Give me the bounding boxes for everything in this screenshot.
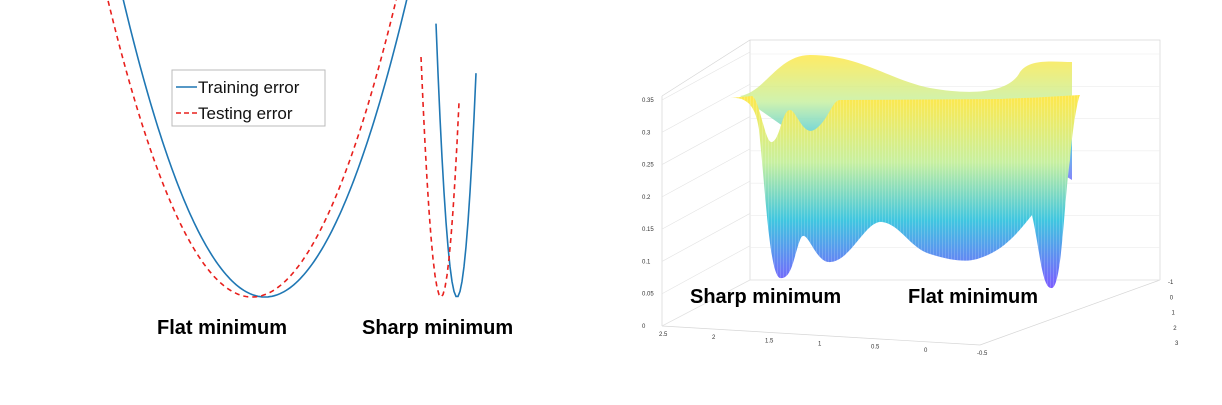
z-gridline — [661, 51, 751, 101]
loss-surface — [730, 55, 1080, 289]
training-error-flat-curve — [122, 0, 408, 298]
z-gridline — [661, 148, 751, 198]
z-tick-labels: 0 0.05 0.1 0.15 0.2 0.25 0.3 0.35 — [642, 98, 654, 330]
curves-group — [107, 0, 477, 299]
annotation-flat-minimum: Flat minimum — [157, 317, 287, 339]
y-tick-label: 2 — [1173, 326, 1177, 332]
legend-box — [171, 69, 326, 127]
legend: Training error Testing error — [171, 69, 326, 127]
z-gridline — [661, 279, 751, 327]
z-gridline — [661, 116, 751, 165]
annotation-sharp-minimum-3d: Sharp minimum — [690, 286, 841, 308]
z-tick-label: 0.05 — [642, 292, 654, 298]
training-error-sharp-curve — [435, 23, 477, 298]
y-tick-label: 1 — [1172, 311, 1176, 317]
x-tick-labels: 2.5 2 1.5 1 0.5 0 -0.5 — [659, 332, 988, 357]
x-tick-label: 2 — [712, 335, 716, 341]
z-tick-label: 0.3 — [642, 130, 651, 136]
z-tick-label: 0 — [642, 324, 646, 330]
flat-vs-sharp-curves-chart: Training error Testing error Flat minimu… — [0, 0, 600, 400]
surface-mesh-overlay — [730, 95, 1080, 289]
x-tick-label: 1 — [818, 342, 822, 348]
z-tick-label: 0.2 — [642, 195, 651, 201]
x-tick-label: 2.5 — [659, 332, 668, 338]
y-tick-labels: -1 0 1 2 3 — [1168, 280, 1179, 347]
z-tick-label: 0.1 — [642, 259, 651, 265]
y-tick-label: 0 — [1170, 295, 1174, 301]
legend-label-testing: Testing error — [198, 104, 293, 123]
y-tick-label: 3 — [1175, 341, 1179, 347]
annotation-sharp-minimum: Sharp minimum — [362, 317, 513, 339]
z-tick-label: 0.15 — [642, 227, 654, 233]
x-tick-label: 0 — [924, 348, 928, 354]
legend-label-training: Training error — [198, 78, 300, 97]
x-tick-label: 1.5 — [765, 338, 774, 344]
z-gridline — [661, 213, 751, 262]
surface-svg: 00.050.10.150.20.250.30.35 2.521.510.50-… — [642, 39, 1179, 357]
z-gridline — [661, 245, 751, 294]
x-tick-label: 0.5 — [871, 345, 880, 351]
x-tick-label: -0.5 — [977, 351, 988, 357]
z-gridline — [661, 180, 751, 230]
loss-surface-3d-chart: 0 0.05 0.1 0.15 0.2 0.25 0.3 0.35 2.5 2 1.5 1 0.5 0-… — [600, 0, 1222, 400]
testing-error-sharp-curve — [420, 56, 460, 299]
annotation-flat-minimum-3d: Flat minimum — [908, 286, 1038, 308]
y-tick-label: -1 — [1168, 280, 1174, 286]
z-tick-label: 0.25 — [642, 163, 654, 169]
z-tick-label: 0.35 — [642, 98, 654, 104]
curves-svg: Training error Testing error Flat minimu… — [107, 0, 513, 339]
z-gridline — [661, 84, 751, 133]
